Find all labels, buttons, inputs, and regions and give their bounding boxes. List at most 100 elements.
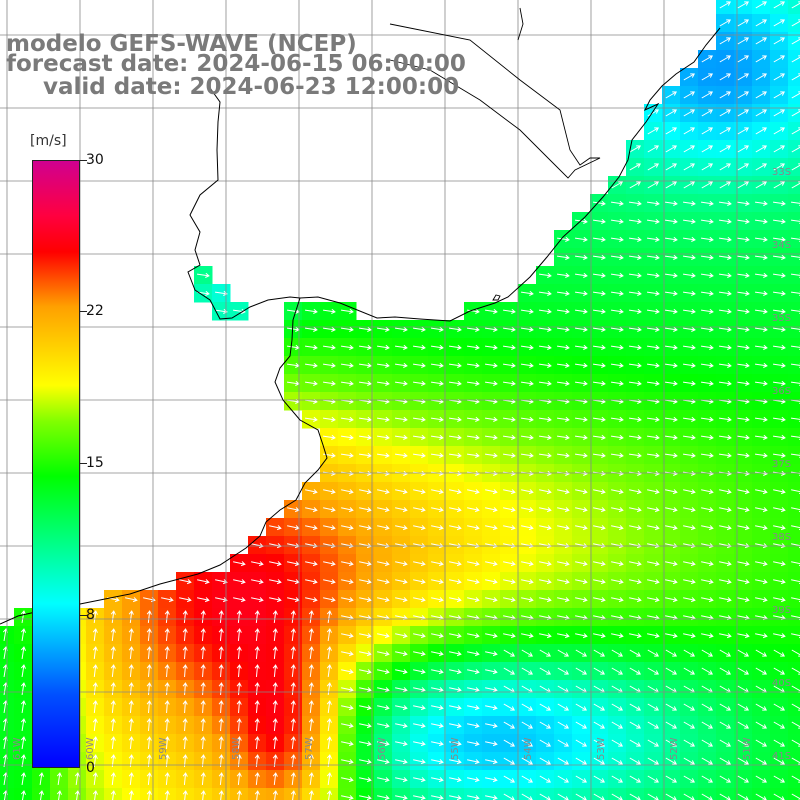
wind-arrow	[449, 795, 462, 800]
wind-arrow	[20, 718, 26, 732]
wind-arrow	[665, 145, 678, 153]
wind-arrow	[430, 380, 444, 386]
wind-arrow	[251, 597, 264, 603]
wind-arrow	[629, 181, 642, 189]
wind-arrow	[323, 525, 336, 531]
wind-arrow	[341, 795, 354, 800]
wind-arrow	[773, 757, 786, 765]
colorbar-unit: [m/s]	[30, 133, 67, 149]
wind-arrow	[736, 200, 750, 206]
wind-arrow	[737, 55, 750, 63]
wind-arrow	[272, 610, 278, 624]
wind-arrow	[502, 416, 516, 422]
wind-arrow	[164, 628, 170, 642]
latitude-label: 40S	[772, 678, 791, 689]
wind-arrow	[790, 201, 800, 206]
wind-arrow	[754, 254, 768, 260]
wind-arrow	[376, 326, 390, 332]
wind-arrow	[502, 326, 516, 332]
wind-arrow	[575, 775, 588, 783]
wind-arrow	[539, 721, 552, 729]
wind-arrow	[718, 218, 732, 224]
wind-arrow	[700, 416, 714, 422]
wind-arrow	[539, 579, 552, 585]
wind-speed-cell	[680, 788, 699, 800]
wind-arrow	[272, 772, 278, 786]
wind-arrow	[665, 561, 678, 567]
wind-arrow	[503, 525, 516, 531]
wind-arrow	[718, 326, 732, 332]
wind-arrow	[736, 416, 750, 422]
latitude-label: 39S	[772, 605, 791, 616]
wind-arrow	[485, 507, 498, 513]
wind-arrow	[736, 452, 750, 458]
wind-arrow	[521, 507, 534, 513]
wind-arrow	[413, 741, 426, 747]
wind-arrow	[718, 344, 732, 350]
wind-arrow	[236, 700, 242, 714]
wind-arrow	[646, 416, 660, 422]
wind-arrow	[628, 344, 642, 350]
wind-arrow	[737, 633, 750, 639]
wind-arrow	[593, 597, 606, 603]
wind-arrow	[593, 489, 606, 495]
wind-arrow	[218, 646, 224, 660]
wind-arrow	[772, 416, 786, 422]
wind-speed-cell	[788, 374, 800, 393]
wind-arrow	[521, 579, 534, 585]
wind-arrow	[538, 452, 552, 458]
wind-arrow	[737, 91, 750, 99]
wind-arrow	[665, 489, 678, 495]
wind-arrow	[755, 73, 768, 81]
wind-arrow	[629, 721, 642, 729]
wind-arrow	[719, 667, 732, 675]
wind-arrow	[664, 452, 678, 458]
wind-arrow	[701, 649, 714, 657]
wind-arrow	[377, 579, 390, 585]
wind-arrow	[521, 525, 534, 531]
wind-arrow	[791, 615, 800, 621]
wind-arrow	[790, 345, 800, 350]
wind-arrow	[754, 200, 768, 206]
wind-arrow	[682, 452, 696, 458]
wind-arrow	[359, 597, 372, 603]
wind-arrow	[664, 218, 678, 224]
wind-arrow	[772, 344, 786, 350]
wind-arrow	[665, 597, 678, 603]
wind-arrow	[556, 290, 570, 296]
colorbar-label: 8	[86, 607, 95, 623]
wind-arrow	[394, 362, 408, 368]
wind-arrow	[128, 628, 134, 642]
wind-arrow	[628, 452, 642, 458]
wind-speed-cell	[788, 500, 800, 519]
wind-arrow	[395, 597, 408, 603]
wind-arrow	[218, 682, 224, 696]
colorbar-label: 15	[86, 455, 104, 471]
wind-arrow	[683, 579, 696, 585]
wind-arrow	[664, 236, 678, 242]
wind-arrow	[323, 561, 336, 567]
wind-speed-cell	[338, 788, 357, 800]
wind-arrow	[290, 790, 296, 800]
wind-arrow	[682, 380, 696, 386]
wind-arrow	[592, 254, 606, 260]
wind-arrow	[610, 434, 624, 440]
wind-arrow	[484, 308, 498, 314]
wind-arrow	[718, 290, 732, 296]
wind-arrow	[683, 703, 696, 711]
wind-arrow	[628, 254, 642, 260]
wind-arrow	[272, 628, 278, 642]
wind-arrow	[682, 344, 696, 350]
wind-arrow	[575, 757, 588, 765]
wind-arrow	[236, 718, 242, 732]
wind-arrow	[200, 790, 206, 800]
wind-arrow	[628, 290, 642, 296]
wind-arrow	[326, 736, 332, 750]
wind-arrow	[683, 739, 696, 747]
wind-arrow	[110, 610, 116, 624]
wind-arrow	[611, 667, 624, 675]
wind-speed-cell	[788, 626, 800, 645]
wind-arrow	[593, 721, 606, 729]
wind-arrow	[128, 610, 134, 624]
wind-arrow	[304, 416, 318, 422]
